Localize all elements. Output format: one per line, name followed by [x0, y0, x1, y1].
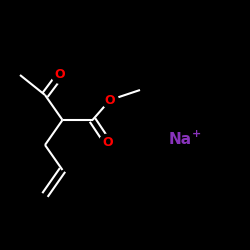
Text: +: +: [192, 129, 201, 139]
Circle shape: [102, 92, 118, 108]
Text: Na: Na: [168, 132, 192, 148]
Text: O: O: [105, 94, 115, 106]
Circle shape: [99, 134, 116, 151]
Circle shape: [52, 67, 68, 83]
Text: O: O: [102, 136, 113, 149]
Text: O: O: [55, 68, 65, 82]
